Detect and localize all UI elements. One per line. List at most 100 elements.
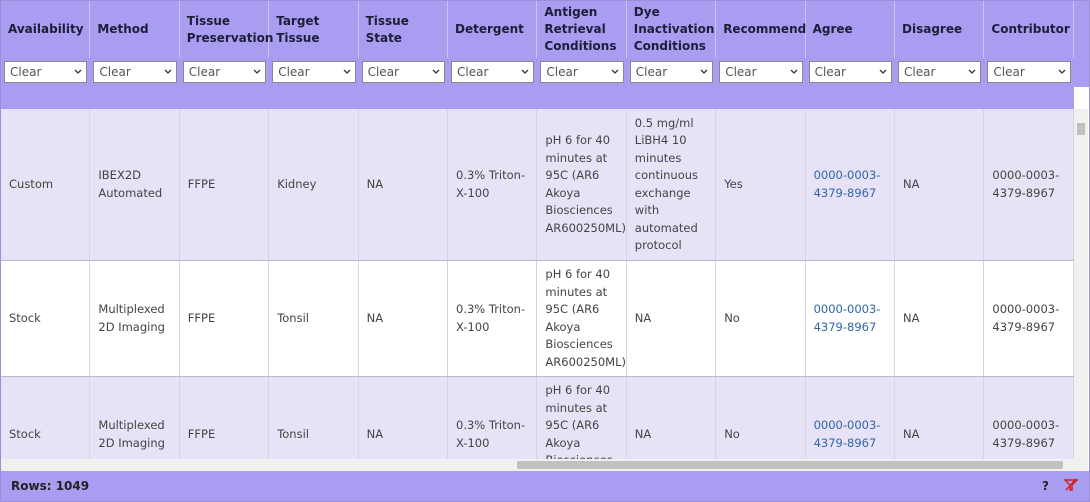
dropdown-chevron (1058, 69, 1066, 74)
cell-text: No (724, 310, 740, 325)
cell-text: 0.3% Triton-X-100 (456, 168, 526, 200)
cell-text: NA (903, 426, 920, 441)
filter-value: Clear (278, 65, 310, 79)
column-header[interactable]: Disagree (895, 1, 985, 58)
scroll-thumb[interactable] (517, 461, 1063, 469)
filter-value: Clear (993, 65, 1025, 79)
column-header[interactable]: Tissue State (359, 1, 448, 58)
cell-text: 0.3% Triton-X-100 (456, 302, 526, 334)
cell-text: NA (366, 310, 384, 325)
dropdown-chevron (879, 69, 887, 74)
footer: Rows: 1049 ? (1, 471, 1089, 501)
table-row[interactable]: Stock Multiplexed 2D Imaging FFPE Tonsil NA 0… (1, 261, 1074, 377)
table-cell: NA (359, 377, 448, 459)
filter-select[interactable]: Clear (719, 61, 803, 83)
filter-select[interactable]: Clear (540, 61, 624, 83)
table-cell: NA (895, 377, 985, 459)
filter-value: Clear (725, 65, 757, 79)
cell-text: NA (634, 310, 652, 325)
clear-filter-icon[interactable] (1064, 478, 1078, 492)
filter-select[interactable]: Clear (272, 61, 356, 83)
column-header[interactable]: Tissue Preservation (180, 1, 273, 58)
table-cell: pH 6 for 40 minutes at 95C (AR6 Akoya Bi… (537, 261, 627, 376)
cell-text: Stock (9, 426, 41, 441)
table-cell: 0.3% Triton-X-100 (448, 109, 538, 260)
cell-text: 0000-0003-4379-8967 (992, 418, 1060, 450)
table-cell: Multiplexed 2D Imaging (90, 261, 180, 376)
column-header[interactable]: Detergent (448, 1, 538, 58)
cell-text: Multiplexed 2D Imaging (98, 302, 165, 334)
filter-value: Clear (546, 65, 578, 79)
table-cell: NA (359, 109, 448, 260)
filter-value: Clear (188, 65, 221, 79)
filter-select[interactable]: Clear (898, 61, 982, 83)
filter-select[interactable]: Clear (987, 61, 1071, 83)
dropdown-chevron (700, 69, 708, 74)
dropdown-chevron (253, 69, 261, 74)
cell-text: Tonsil (277, 310, 309, 325)
filter-value: Clear (10, 65, 42, 79)
dropdown-chevron (343, 69, 351, 74)
table-cell: 0000-0003-4379-8967 (806, 377, 895, 459)
table-row[interactable]: Stock Multiplexed 2D Imaging FFPE Tonsil NA 0… (1, 377, 1074, 459)
table-cell: No (716, 261, 806, 376)
filter-select[interactable]: Clear (451, 61, 535, 83)
table-cell: 0000-0003-4379-8967 (806, 261, 895, 376)
contributor-link[interactable]: 0000-0003-4379-8967 (813, 418, 881, 450)
horizontal-scrollbar[interactable] (1, 459, 1074, 471)
cell-text: FFPE (187, 176, 216, 191)
table-cell: Custom (1, 109, 91, 260)
cell-text: NA (366, 426, 384, 441)
column-header[interactable]: Antigen Retrieval Conditions (537, 1, 627, 58)
table-cell: Stock (1, 261, 91, 376)
scroll-thumb[interactable] (1077, 123, 1085, 135)
cell-text: Custom (9, 176, 54, 191)
cell-text: pH 6 for 40 minutes at 95C (AR6 Akoya Bi… (545, 267, 626, 369)
cell-text: Stock (9, 310, 41, 325)
table-cell: Tonsil (269, 261, 359, 376)
cell-text: Multiplexed 2D Imaging (98, 418, 165, 450)
table-cell: Kidney (269, 109, 359, 260)
cell-text: No (724, 426, 740, 441)
filter-select[interactable]: Clear (808, 61, 892, 83)
filter-value: Clear (814, 65, 846, 79)
column-header[interactable]: Method (90, 1, 180, 58)
table-cell: Tonsil (269, 377, 359, 459)
filter-select[interactable]: Clear (93, 61, 177, 83)
table-cell: NA (627, 377, 717, 459)
column-header[interactable]: Agree (806, 1, 895, 58)
cell-text: 0.3% Triton-X-100 (456, 418, 526, 450)
column-header[interactable]: Recommend (716, 1, 806, 58)
table-cell: FFPE (180, 109, 270, 260)
filter-select[interactable]: Clear (182, 61, 267, 83)
cell-text: NA (903, 176, 920, 191)
column-header[interactable]: Target Tissue (269, 1, 359, 58)
dropdown-chevron (611, 69, 619, 74)
filter-select[interactable]: Clear (361, 61, 445, 83)
cell-text: 0000-0003-4379-8967 (992, 168, 1060, 200)
cell-text: Tonsil (277, 426, 309, 441)
cell-text: NA (634, 426, 652, 441)
help-button[interactable]: ? (1042, 479, 1049, 493)
dropdown-chevron (432, 69, 440, 74)
table-cell: 0000-0003-4379-8967 (984, 109, 1074, 260)
filter-value: Clear (457, 65, 489, 79)
column-header[interactable]: Contributor (984, 1, 1074, 58)
contributor-link[interactable]: 0000-0003-4379-8967 (813, 168, 881, 200)
spacer-band (1, 87, 1074, 109)
table-row[interactable]: Custom IBEX2D Automated FFPE Kidney NA 0.3% T… (1, 109, 1074, 261)
table-cell: NA (895, 261, 985, 376)
filter-select[interactable]: Clear (4, 61, 88, 83)
table-cell: Multiplexed 2D Imaging (90, 377, 180, 459)
table-cell: 0.3% Triton-X-100 (448, 377, 538, 459)
vertical-scrollbar[interactable] (1074, 109, 1088, 471)
contributor-link[interactable]: 0000-0003-4379-8967 (813, 302, 881, 334)
column-header[interactable]: Dye Inactivation Conditions (627, 1, 717, 58)
table-cell: FFPE (180, 261, 270, 376)
table-cell: NA (627, 261, 717, 376)
column-header[interactable]: Availability (1, 1, 91, 58)
filter-select[interactable]: Clear (629, 61, 714, 83)
table-cell: Yes (716, 109, 806, 260)
cell-text: 0000-0003-4379-8967 (992, 302, 1060, 334)
